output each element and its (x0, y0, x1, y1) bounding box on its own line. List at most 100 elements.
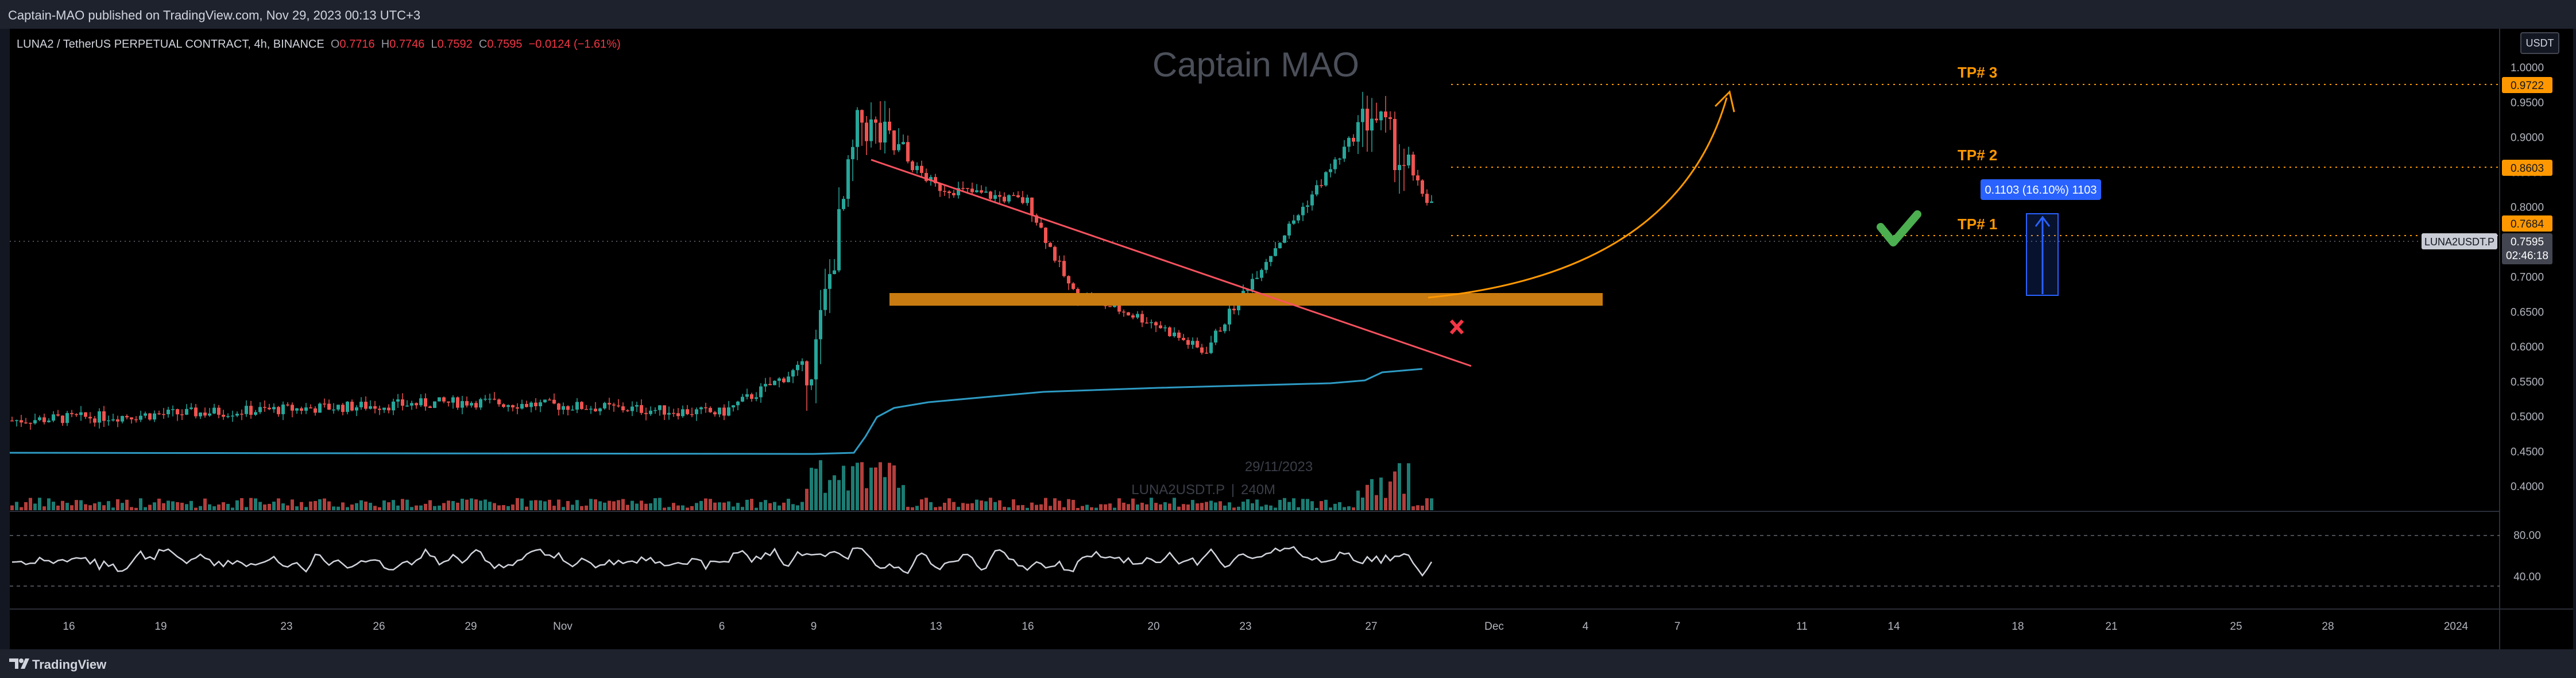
close-label: C (478, 38, 488, 51)
volume-bar (989, 498, 992, 510)
time-tick: 20 (1147, 621, 1159, 633)
volume-bar (837, 480, 841, 510)
candlestick-series[interactable] (10, 91, 1433, 430)
volume-bar (1108, 503, 1112, 510)
candle (805, 360, 809, 411)
projection-curve[interactable] (1428, 97, 1728, 299)
volume-bar (1329, 507, 1332, 510)
candle (594, 402, 597, 412)
volume-bar (428, 500, 432, 510)
volume-bar (1099, 504, 1103, 510)
volume-bar (667, 507, 671, 510)
volume-bar (736, 503, 740, 510)
volume-bar (888, 463, 891, 510)
candle (42, 413, 46, 425)
time-axis[interactable]: 16 19 23 26 29 Nov 6 9 13 16 20 23 27 Dec 4 7 11 14 18 21 25… (63, 621, 2468, 633)
candle (488, 394, 492, 404)
volume-bar (107, 501, 110, 510)
volume-bar (566, 500, 570, 510)
volume-bar (640, 500, 643, 510)
candle (29, 422, 32, 430)
volume-bar (1214, 502, 1217, 510)
time-tick: 29 (465, 621, 477, 633)
candle (139, 410, 142, 422)
volume-bar (102, 505, 106, 510)
volume-bar (787, 499, 790, 510)
candle (690, 407, 694, 418)
candle (1127, 311, 1130, 316)
volume-bar (291, 499, 294, 510)
volume-bar (745, 499, 749, 510)
countdown-text: 02:46:18 (2506, 250, 2548, 262)
volume-bar (695, 503, 698, 510)
volume-bar (447, 500, 450, 510)
price-tick: 0.5000 (2511, 411, 2544, 423)
candle (741, 394, 744, 402)
candle (217, 405, 221, 418)
support-zone[interactable] (889, 293, 1603, 306)
footer-bar: TradingView (0, 649, 2576, 678)
candle (107, 415, 110, 426)
tp2-label[interactable]: TP# 2 (1958, 147, 1997, 164)
volume-bar (226, 503, 230, 510)
candle (608, 398, 611, 410)
volume-bar (148, 504, 152, 510)
volume-bar (1241, 502, 1245, 510)
candle (47, 418, 51, 423)
candle (1361, 91, 1364, 147)
low-value: 0.7592 (437, 38, 473, 51)
volume-bar (1347, 506, 1351, 510)
candle (649, 406, 652, 416)
currency-button[interactable]: USDT (2520, 32, 2559, 54)
chart-area[interactable]: LUNA2 / TetherUS PERPETUAL CONTRACT, 4h,… (10, 29, 2573, 649)
volume-bar (1182, 504, 1185, 510)
candle (1416, 170, 1419, 186)
volume-bar (479, 500, 482, 510)
candle (874, 116, 877, 144)
candle (713, 411, 717, 417)
volume-bar (1370, 479, 1374, 510)
tp1-label[interactable]: TP# 1 (1958, 215, 1997, 233)
volume-bar (286, 505, 289, 510)
footer-brand[interactable]: TradingView (32, 657, 107, 672)
volume-bar (245, 507, 248, 510)
volume-bar (1338, 502, 1341, 510)
candle (309, 404, 312, 409)
vwap-line[interactable] (10, 368, 1423, 455)
candle (484, 395, 487, 402)
candle (915, 162, 919, 174)
symbol-title[interactable]: LUNA2 / TetherUS PERPETUAL CONTRACT, 4h,… (17, 38, 324, 51)
rsi-tick-40: 40.00 (2513, 571, 2541, 583)
price-axis[interactable]: 1.00000.95000.90000.85000.80000.75000.70… (2511, 62, 2544, 493)
tp3-label[interactable]: TP# 3 (1958, 64, 1997, 81)
volume-bar (185, 504, 188, 510)
volume-bar (1145, 504, 1148, 510)
candle (1310, 191, 1314, 211)
candle (1379, 110, 1383, 130)
volume-bar (759, 502, 763, 510)
candle (1219, 326, 1222, 332)
candle (681, 405, 684, 418)
candle (764, 377, 767, 392)
volume-bar (925, 498, 928, 510)
chart-canvas: Captain MAO 29/11/2023 LUNA2USDT.P | 240… (10, 29, 2573, 649)
time-tick: 2024 (2444, 621, 2469, 633)
volume-bar (61, 500, 64, 510)
volume-bar (364, 501, 368, 510)
volume-bar (1076, 507, 1080, 510)
rsi-line[interactable] (11, 546, 1433, 577)
volume-bar (98, 502, 101, 510)
candle (562, 402, 565, 415)
candle (511, 405, 515, 411)
volume-bar (984, 501, 988, 510)
time-tick: 13 (930, 621, 942, 633)
tp2-price-tag (2502, 160, 2552, 176)
volume-bar (144, 507, 147, 510)
volume-bar (258, 502, 262, 510)
candle (222, 410, 225, 420)
volume-bar (20, 507, 23, 510)
descending-trendline[interactable] (871, 159, 1472, 367)
time-tick: 28 (2322, 621, 2334, 633)
volume-bar (1035, 504, 1038, 510)
candle (346, 401, 349, 415)
